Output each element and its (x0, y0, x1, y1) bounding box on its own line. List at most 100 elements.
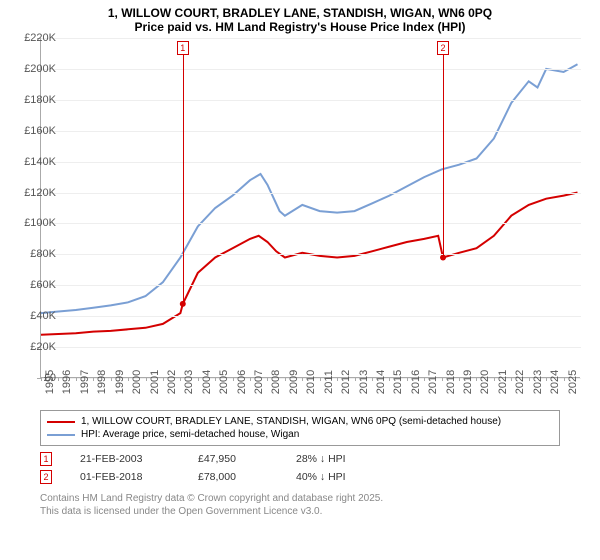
legend-label: 1, WILLOW COURT, BRADLEY LANE, STANDISH,… (81, 416, 501, 427)
marker-box: 2 (437, 41, 449, 55)
x-axis-label: 2024 (549, 370, 561, 394)
marker-detail-delta: 28% ↓ HPI (296, 453, 346, 465)
x-axis-label: 2000 (131, 370, 143, 394)
x-axis-label: 1998 (96, 370, 108, 394)
x-axis-label: 2020 (479, 370, 491, 394)
legend-label: HPI: Average price, semi-detached house,… (81, 429, 299, 440)
x-tick (511, 377, 512, 381)
grid-line-h (41, 254, 581, 255)
marker-detail-price: £47,950 (198, 453, 268, 465)
x-tick (337, 377, 338, 381)
legend-row: 1, WILLOW COURT, BRADLEY LANE, STANDISH,… (47, 415, 553, 428)
x-axis-label: 2013 (358, 370, 370, 394)
x-axis-label: 1999 (114, 370, 126, 394)
plot-region: 12 (40, 38, 580, 378)
x-tick (285, 377, 286, 381)
grid-line-h (41, 38, 581, 39)
x-tick (546, 377, 547, 381)
x-tick (442, 377, 443, 381)
x-tick (494, 377, 495, 381)
x-tick (233, 377, 234, 381)
x-tick (372, 377, 373, 381)
grid-line-h (41, 223, 581, 224)
x-axis-label: 2009 (288, 370, 300, 394)
x-axis-label: 2022 (514, 370, 526, 394)
x-axis-label: 2017 (427, 370, 439, 394)
x-tick (564, 377, 565, 381)
x-tick (529, 377, 530, 381)
y-axis-label: £180K (24, 94, 56, 106)
x-tick (476, 377, 477, 381)
y-axis-label: £60K (30, 279, 56, 291)
x-tick (302, 377, 303, 381)
marker-detail-row: 121-FEB-2003£47,95028% ↓ HPI (40, 450, 560, 468)
marker-detail-box: 2 (40, 470, 52, 484)
grid-line-h (41, 285, 581, 286)
grid-line-h (41, 162, 581, 163)
x-tick (198, 377, 199, 381)
x-tick (355, 377, 356, 381)
x-tick (76, 377, 77, 381)
x-tick (267, 377, 268, 381)
x-tick (407, 377, 408, 381)
y-axis-label: £220K (24, 32, 56, 44)
x-axis-label: 2012 (340, 370, 352, 394)
x-tick (180, 377, 181, 381)
x-axis-label: 2008 (270, 370, 282, 394)
y-axis-label: £80K (30, 248, 56, 260)
title-line-1: 1, WILLOW COURT, BRADLEY LANE, STANDISH,… (0, 0, 600, 20)
x-tick (424, 377, 425, 381)
y-axis-label: £120K (24, 187, 56, 199)
marker-box: 1 (177, 41, 189, 55)
x-axis-label: 2016 (410, 370, 422, 394)
attribution-line-2: This data is licensed under the Open Gov… (40, 505, 560, 518)
chart-area: 12 £0£20K£40K£60K£80K£100K£120K£140K£160… (40, 38, 600, 408)
x-axis-label: 2001 (149, 370, 161, 394)
x-axis-label: 2004 (201, 370, 213, 394)
x-axis-label: 2021 (497, 370, 509, 394)
x-axis-label: 2019 (462, 370, 474, 394)
marker-detail-price: £78,000 (198, 471, 268, 483)
grid-line-h (41, 316, 581, 317)
x-axis-label: 1997 (79, 370, 91, 394)
marker-detail-date: 01-FEB-2018 (80, 471, 170, 483)
x-tick (389, 377, 390, 381)
x-axis-label: 2006 (236, 370, 248, 394)
series-line-property (41, 193, 578, 335)
x-axis-label: 2005 (218, 370, 230, 394)
x-axis-label: 2007 (253, 370, 265, 394)
grid-line-h (41, 100, 581, 101)
y-axis-label: £100K (24, 217, 56, 229)
legend-swatch (47, 421, 75, 423)
x-axis-label: 2002 (166, 370, 178, 394)
grid-line-h (41, 69, 581, 70)
x-axis-label: 1995 (44, 370, 56, 394)
grid-line-h (41, 347, 581, 348)
x-axis-label: 2014 (375, 370, 387, 394)
x-tick (58, 377, 59, 381)
x-axis-label: 2015 (392, 370, 404, 394)
x-tick (41, 377, 42, 381)
legend-row: HPI: Average price, semi-detached house,… (47, 428, 553, 441)
marker-detail-date: 21-FEB-2003 (80, 453, 170, 465)
grid-line-h (41, 131, 581, 132)
x-tick (215, 377, 216, 381)
attribution-line-1: Contains HM Land Registry data © Crown c… (40, 492, 560, 505)
x-axis-label: 2003 (183, 370, 195, 394)
chart-lines-svg (41, 38, 581, 378)
y-axis-label: £200K (24, 63, 56, 75)
grid-line-h (41, 193, 581, 194)
x-tick (146, 377, 147, 381)
marker-guide-line (183, 55, 184, 304)
y-axis-label: £160K (24, 125, 56, 137)
marker-guide-line (443, 55, 444, 257)
title-line-2: Price paid vs. HM Land Registry's House … (0, 20, 600, 38)
legend-swatch (47, 434, 75, 436)
x-axis-label: 2011 (323, 370, 335, 394)
x-axis-label: 2023 (532, 370, 544, 394)
marker-detail-row: 201-FEB-2018£78,00040% ↓ HPI (40, 468, 560, 486)
attribution: Contains HM Land Registry data © Crown c… (40, 492, 560, 518)
y-axis-label: £20K (30, 341, 56, 353)
x-axis-label: 2018 (445, 370, 457, 394)
x-tick (93, 377, 94, 381)
